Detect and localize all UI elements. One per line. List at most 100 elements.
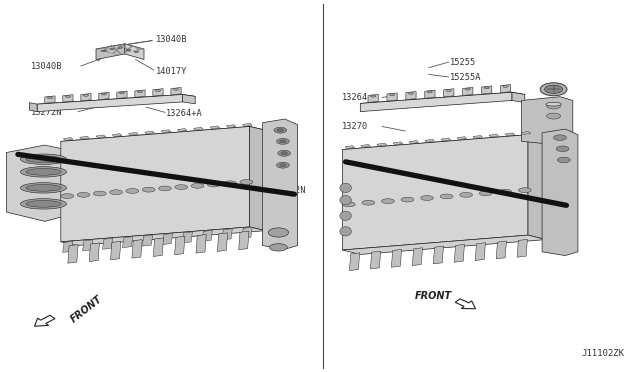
Polygon shape	[145, 131, 154, 134]
Ellipse shape	[547, 103, 561, 109]
Polygon shape	[239, 231, 249, 250]
Ellipse shape	[484, 87, 489, 89]
Ellipse shape	[401, 197, 414, 202]
Polygon shape	[250, 126, 266, 231]
Polygon shape	[83, 240, 93, 251]
Ellipse shape	[134, 51, 139, 52]
Polygon shape	[377, 143, 387, 146]
Polygon shape	[61, 126, 250, 242]
Ellipse shape	[118, 47, 123, 48]
Polygon shape	[463, 87, 473, 96]
Ellipse shape	[47, 97, 52, 99]
Polygon shape	[161, 130, 171, 133]
Text: 14017Y: 14017Y	[156, 67, 187, 76]
Polygon shape	[243, 124, 252, 126]
Polygon shape	[45, 96, 55, 103]
Polygon shape	[454, 244, 465, 262]
Text: 13264: 13264	[342, 93, 369, 102]
Polygon shape	[406, 92, 416, 100]
Polygon shape	[6, 145, 80, 221]
Polygon shape	[475, 243, 485, 260]
Ellipse shape	[460, 192, 472, 197]
Ellipse shape	[408, 92, 413, 94]
Ellipse shape	[26, 156, 61, 163]
Ellipse shape	[101, 93, 106, 95]
Text: 13270: 13270	[342, 122, 369, 131]
Polygon shape	[112, 134, 122, 137]
Polygon shape	[102, 238, 113, 249]
Polygon shape	[242, 227, 252, 238]
Ellipse shape	[554, 135, 566, 140]
Ellipse shape	[545, 85, 563, 93]
Text: 13272N: 13272N	[275, 186, 307, 195]
Ellipse shape	[428, 91, 433, 93]
Polygon shape	[342, 135, 528, 250]
Ellipse shape	[20, 199, 67, 209]
Polygon shape	[171, 87, 181, 95]
Polygon shape	[517, 239, 527, 257]
Polygon shape	[125, 44, 144, 60]
Polygon shape	[361, 144, 371, 147]
Text: FRONT: FRONT	[415, 291, 452, 301]
Text: 13264+A: 13264+A	[166, 109, 203, 118]
Polygon shape	[63, 138, 73, 141]
Ellipse shape	[340, 183, 351, 193]
Text: 13270M: 13270M	[182, 138, 214, 147]
Polygon shape	[489, 134, 499, 137]
Ellipse shape	[159, 186, 172, 191]
Polygon shape	[521, 132, 531, 135]
Ellipse shape	[362, 200, 375, 205]
Ellipse shape	[138, 91, 143, 93]
Polygon shape	[412, 248, 422, 266]
Ellipse shape	[340, 211, 351, 220]
Text: 15255A: 15255A	[450, 73, 481, 82]
Ellipse shape	[340, 227, 351, 236]
Ellipse shape	[546, 102, 561, 106]
Ellipse shape	[269, 244, 287, 251]
Polygon shape	[61, 126, 266, 145]
Ellipse shape	[20, 154, 67, 164]
Polygon shape	[142, 235, 152, 246]
Polygon shape	[222, 229, 232, 240]
Polygon shape	[89, 243, 99, 262]
Ellipse shape	[278, 150, 291, 156]
Ellipse shape	[479, 191, 492, 196]
Ellipse shape	[127, 49, 131, 51]
Polygon shape	[522, 97, 573, 145]
Ellipse shape	[276, 138, 289, 144]
Polygon shape	[409, 141, 419, 144]
Ellipse shape	[142, 187, 155, 192]
Polygon shape	[63, 94, 73, 102]
Polygon shape	[182, 232, 193, 243]
Ellipse shape	[61, 194, 74, 199]
Ellipse shape	[499, 189, 511, 194]
Polygon shape	[96, 135, 106, 138]
Polygon shape	[175, 236, 185, 255]
Polygon shape	[68, 245, 78, 263]
Ellipse shape	[280, 140, 286, 143]
Polygon shape	[163, 234, 173, 245]
Ellipse shape	[240, 180, 253, 185]
Polygon shape	[342, 235, 546, 254]
Polygon shape	[342, 135, 546, 154]
Polygon shape	[425, 139, 435, 142]
Polygon shape	[96, 44, 144, 54]
Ellipse shape	[224, 181, 237, 186]
Ellipse shape	[102, 50, 106, 52]
Ellipse shape	[274, 127, 287, 133]
FancyArrow shape	[35, 315, 55, 326]
Polygon shape	[194, 127, 204, 130]
Ellipse shape	[191, 183, 204, 188]
Polygon shape	[96, 44, 125, 60]
Polygon shape	[135, 90, 145, 97]
Text: 13272N: 13272N	[31, 108, 62, 117]
Ellipse shape	[120, 92, 125, 94]
Ellipse shape	[26, 169, 61, 175]
Ellipse shape	[110, 48, 115, 50]
Ellipse shape	[268, 228, 289, 237]
Polygon shape	[218, 233, 228, 251]
Ellipse shape	[503, 86, 508, 87]
Ellipse shape	[280, 164, 286, 167]
Polygon shape	[496, 241, 506, 259]
Ellipse shape	[207, 182, 220, 187]
